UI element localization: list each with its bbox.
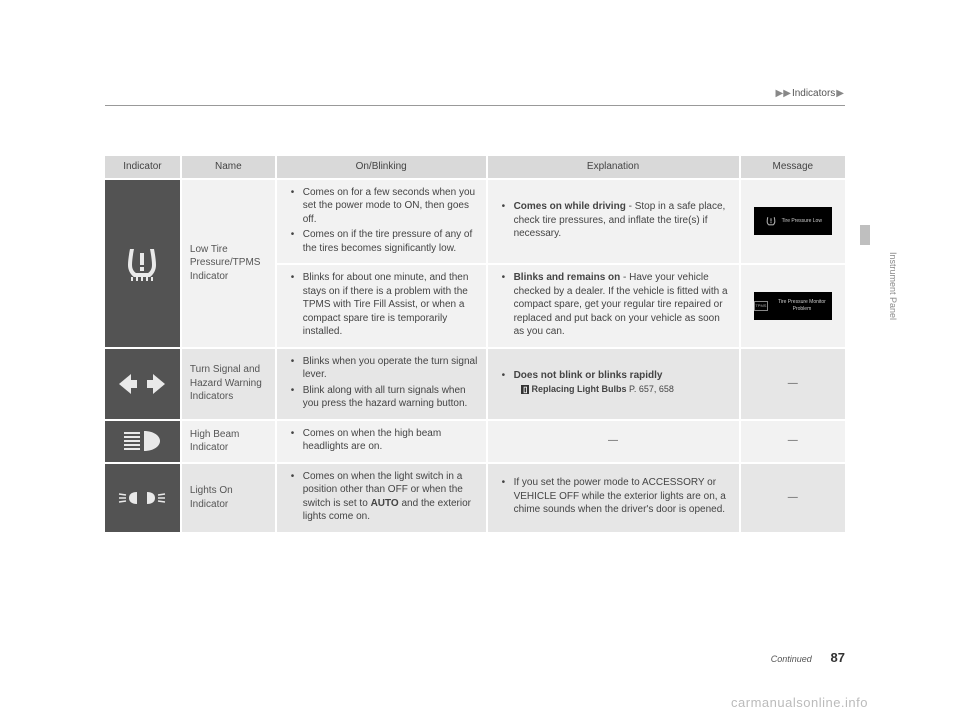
th-indicator: Indicator [105, 156, 181, 179]
breadcrumb: ▶▶Indicators▶ [105, 88, 845, 106]
breadcrumb-arrow: ▶▶ [776, 88, 791, 99]
highbeam-msg: — [740, 420, 845, 463]
turn-on-a: Blinks when you operate the turn signal … [295, 355, 478, 382]
turn-on-b: Blink along with all turn signals when y… [295, 384, 478, 411]
lights-on: Comes on when the light switch in a posi… [276, 463, 487, 532]
highbeam-name: High Beam Indicator [181, 420, 276, 463]
page-number: 87 [831, 650, 845, 665]
msg-tire-pressure-low: Tire Pressure Low [754, 207, 832, 235]
side-section-label: Instrument Panel [888, 252, 898, 320]
th-name: Name [181, 156, 276, 179]
tpms-on1-b: Comes on if the tire pressure of any of … [295, 228, 478, 255]
tpms-on1-a: Comes on for a few seconds when you set … [295, 186, 478, 227]
highbeam-icon-cell [105, 420, 181, 463]
turn-on: Blinks when you operate the turn signal … [276, 348, 487, 420]
row-lights: Lights On Indicator Comes on when the li… [105, 463, 845, 532]
continued-label: Continued [771, 654, 812, 664]
turn-name: Turn Signal and Hazard Warning Indicator… [181, 348, 276, 420]
high-beam-icon [120, 428, 164, 454]
lights-on-icon [117, 486, 167, 510]
tpms-exp-1: Comes on while driving - Stop in a safe … [487, 179, 740, 265]
highbeam-on: Comes on when the high beam headlights a… [276, 420, 487, 463]
footer: Continued 87 [105, 650, 845, 665]
row-tpms-1: Low Tire Pressure/TPMS Indicator Comes o… [105, 179, 845, 265]
turn-ref-pages: P. 657, 658 [627, 384, 674, 394]
turn-ref-label: Replacing Light Bulbs [531, 384, 626, 394]
msg1-text: Tire Pressure Low [782, 218, 822, 225]
row-highbeam: High Beam Indicator Comes on when the hi… [105, 420, 845, 463]
lights-msg: — [740, 463, 845, 532]
table-header-row: Indicator Name On/Blinking Explanation M… [105, 156, 845, 179]
th-message: Message [740, 156, 845, 179]
turn-msg: — [740, 348, 845, 420]
turn-signal-icon [117, 372, 167, 396]
breadcrumb-arrow2: ▶ [836, 88, 844, 99]
tpms-msg-2: TPMS Tire Pressure Monitor Problem [740, 264, 845, 348]
tpms-exp-2: Blinks and remains on - Have your vehicl… [487, 264, 740, 348]
msg-tpms-box-icon: TPMS [754, 301, 768, 311]
tpms-exp1-bold: Comes on while driving [514, 201, 626, 212]
lights-exp-a: If you set the power mode to ACCESSORY o… [506, 476, 731, 517]
msg-tpms-problem: TPMS Tire Pressure Monitor Problem [754, 292, 832, 320]
tpms-exp2-bold: Blinks and remains on [514, 272, 621, 283]
turn-exp: Does not blink or blinks rapidly ▯Replac… [487, 348, 740, 420]
turn-ref: ▯Replacing Light Bulbs P. 657, 658 [514, 384, 674, 394]
lights-name: Lights On Indicator [181, 463, 276, 532]
lights-on-a: Comes on when the light switch in a posi… [295, 470, 478, 524]
breadcrumb-label: Indicators [792, 88, 835, 99]
lights-exp: If you set the power mode to ACCESSORY o… [487, 463, 740, 532]
book-icon: ▯ [521, 385, 529, 394]
lights-icon-cell [105, 463, 181, 532]
turn-exp-bold: Does not blink or blinks rapidly [514, 370, 663, 381]
msg-tpms-icon [764, 214, 778, 228]
msg2-text: Tire Pressure Monitor Problem [772, 299, 832, 313]
side-tab [860, 225, 870, 245]
turn-icon-cell [105, 348, 181, 420]
highbeam-exp: — [487, 420, 740, 463]
watermark: carmanualsonline.info [731, 695, 868, 710]
highbeam-on-a: Comes on when the high beam headlights a… [295, 427, 478, 454]
tpms-icon [120, 241, 164, 285]
indicators-table: Indicator Name On/Blinking Explanation M… [105, 156, 845, 532]
th-explanation: Explanation [487, 156, 740, 179]
row-turn: Turn Signal and Hazard Warning Indicator… [105, 348, 845, 420]
tpms-exp1: Comes on while driving - Stop in a safe … [506, 200, 731, 241]
tpms-icon-cell [105, 179, 181, 348]
tpms-exp2: Blinks and remains on - Have your vehicl… [506, 271, 731, 339]
tpms-on2-a: Blinks for about one minute, and then st… [295, 271, 478, 339]
turn-exp-item: Does not blink or blinks rapidly ▯Replac… [506, 369, 731, 396]
th-on: On/Blinking [276, 156, 487, 179]
tpms-on-1: Comes on for a few seconds when you set … [276, 179, 487, 265]
tpms-name: Low Tire Pressure/TPMS Indicator [181, 179, 276, 348]
tpms-msg-1: Tire Pressure Low [740, 179, 845, 265]
lights-on-bold: AUTO [371, 498, 399, 509]
tpms-on-2: Blinks for about one minute, and then st… [276, 264, 487, 348]
